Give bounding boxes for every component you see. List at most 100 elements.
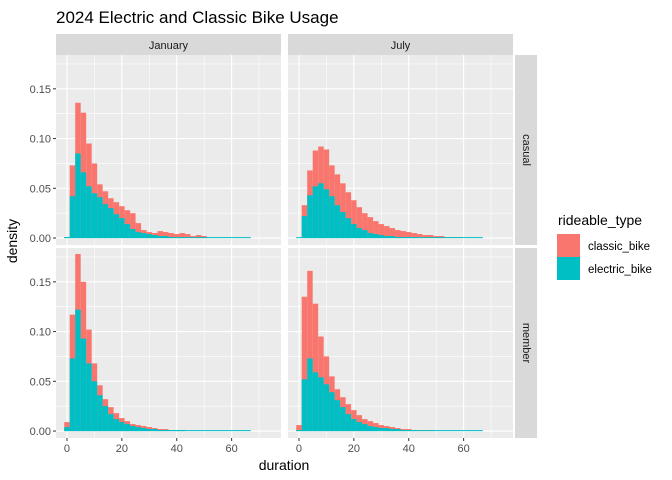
bar-electric-bike-january-casual bbox=[113, 214, 120, 239]
legend: rideable_type classic_bike electric_bike bbox=[557, 212, 652, 280]
strip-label-casual: casual bbox=[520, 134, 532, 166]
bar-electric-bike-january-casual bbox=[135, 232, 142, 239]
bar-classic-bike-july-casual bbox=[389, 228, 396, 239]
bar-classic-bike-january-casual bbox=[195, 235, 202, 239]
bar-classic-bike-january-casual bbox=[173, 234, 180, 239]
bar-electric-bike-january-member bbox=[113, 419, 120, 432]
bar-electric-bike-july-member bbox=[340, 407, 346, 432]
bar-electric-bike-january-casual bbox=[119, 218, 125, 239]
bar-electric-bike-july-casual bbox=[329, 196, 335, 239]
bar-electric-bike-january-member bbox=[108, 414, 114, 432]
bar-electric-bike-january-casual bbox=[102, 204, 109, 239]
bar-classic-bike-january-casual bbox=[168, 233, 174, 239]
bar-electric-bike-january-casual bbox=[146, 234, 153, 239]
bar-electric-bike-january-member bbox=[146, 429, 153, 432]
bar-electric-bike-january-casual bbox=[141, 233, 147, 239]
bar-electric-bike-january-member bbox=[80, 338, 87, 432]
bar-electric-bike-january-casual bbox=[97, 197, 103, 239]
x-axis-title: duration bbox=[259, 457, 310, 473]
y-tick-label: 0.05 bbox=[30, 183, 51, 195]
bar-classic-bike-july-member bbox=[312, 303, 319, 432]
x-tick-label: 0 bbox=[296, 443, 302, 455]
bar-electric-bike-july-member bbox=[307, 358, 313, 432]
y-axis-title: density bbox=[4, 219, 20, 263]
y-tick-label: 0.15 bbox=[30, 84, 51, 96]
bar-electric-bike-january-casual bbox=[80, 172, 87, 239]
bar-electric-bike-july-casual bbox=[334, 205, 341, 239]
x-tick-label: 40 bbox=[403, 443, 415, 455]
bar-electric-bike-july-casual bbox=[356, 228, 363, 239]
x-tick-label: 60 bbox=[225, 443, 237, 455]
x-tick-label: 40 bbox=[171, 443, 183, 455]
axes: 0.00 0.05 0.10 0.15 0.00 0.05 0.10 0.15 0 20 40 60 0… bbox=[30, 84, 470, 455]
chart-title: 2024 Electric and Classic Bike Usage bbox=[56, 8, 339, 27]
bar-classic-bike-july-member bbox=[296, 425, 302, 432]
bar-classic-bike-july-casual bbox=[362, 213, 368, 239]
bar-electric-bike-january-member bbox=[69, 358, 76, 432]
bar-electric-bike-july-casual bbox=[312, 186, 319, 239]
bar-classic-bike-july-casual bbox=[422, 235, 428, 239]
bar-electric-bike-january-casual bbox=[157, 236, 164, 239]
y-tick-label: 0.10 bbox=[30, 327, 51, 339]
bar-electric-bike-january-casual bbox=[75, 153, 81, 239]
bar-electric-bike-july-casual bbox=[318, 183, 324, 239]
bar-electric-bike-january-casual bbox=[163, 236, 169, 239]
bar-electric-bike-july-casual bbox=[384, 236, 390, 239]
bar-classic-bike-july-casual bbox=[400, 231, 406, 239]
y-tick-label: 0.05 bbox=[30, 376, 51, 388]
bar-classic-bike-january-casual bbox=[201, 236, 207, 239]
bar-classic-bike-july-member bbox=[301, 296, 308, 432]
bar-electric-bike-july-casual bbox=[307, 195, 313, 239]
bar-electric-bike-january-casual bbox=[152, 235, 158, 239]
bar-electric-bike-july-member bbox=[362, 424, 368, 432]
bar-classic-bike-july-casual bbox=[378, 224, 385, 239]
panel-july-casual bbox=[288, 55, 513, 245]
y-tick-label: 0.00 bbox=[30, 426, 51, 438]
bar-electric-bike-july-member bbox=[356, 422, 363, 432]
legend-title: rideable_type bbox=[558, 212, 642, 228]
bar-classic-bike-july-casual bbox=[416, 234, 423, 239]
bar-electric-bike-july-member bbox=[329, 392, 335, 432]
strip-column-january bbox=[56, 34, 281, 55]
bar-classic-bike-july-casual bbox=[373, 221, 379, 239]
bar-electric-bike-july-casual bbox=[362, 230, 368, 239]
bar-electric-bike-july-casual bbox=[367, 233, 374, 239]
panel-january-casual bbox=[56, 55, 281, 245]
y-tick-label: 0.10 bbox=[30, 134, 51, 146]
bar-classic-bike-january-casual bbox=[157, 231, 164, 239]
bar-electric-bike-january-member bbox=[91, 381, 98, 432]
bar-electric-bike-january-casual bbox=[91, 193, 98, 239]
x-tick-label: 0 bbox=[64, 443, 70, 455]
bar-electric-bike-july-casual bbox=[345, 218, 352, 239]
bar-electric-bike-january-member bbox=[97, 395, 103, 432]
bar-electric-bike-july-member bbox=[351, 419, 357, 432]
y-tick-label: 0.00 bbox=[30, 233, 51, 245]
bar-classic-bike-january-casual bbox=[135, 223, 142, 239]
y-tick-label: 0.15 bbox=[30, 277, 51, 289]
bar-electric-bike-july-member bbox=[373, 427, 379, 432]
strip-column-july bbox=[288, 34, 513, 55]
bar-classic-bike-january-casual bbox=[130, 213, 136, 239]
bar-electric-bike-january-casual bbox=[86, 186, 92, 239]
bar-electric-bike-january-casual bbox=[69, 196, 76, 239]
bar-classic-bike-july-casual bbox=[427, 235, 434, 239]
bar-electric-bike-july-member bbox=[334, 400, 341, 432]
bar-classic-bike-july-casual bbox=[438, 236, 445, 239]
bar-classic-bike-july-casual bbox=[411, 233, 417, 239]
bar-electric-bike-july-casual bbox=[351, 224, 357, 239]
bar-electric-bike-july-casual bbox=[378, 235, 385, 239]
bar-electric-bike-july-casual bbox=[389, 236, 396, 239]
bar-classic-bike-july-member bbox=[307, 270, 313, 432]
bar-classic-bike-july-casual bbox=[395, 230, 401, 239]
bar-electric-bike-january-member bbox=[141, 428, 147, 432]
bar-electric-bike-january-member bbox=[75, 309, 81, 432]
bar-electric-bike-january-casual bbox=[108, 208, 114, 239]
bar-electric-bike-july-member bbox=[367, 426, 374, 432]
bar-electric-bike-july-casual bbox=[340, 212, 346, 239]
bar-classic-bike-july-casual bbox=[356, 207, 363, 239]
strip-label-july: July bbox=[391, 40, 411, 52]
bar-electric-bike-july-casual bbox=[301, 216, 308, 239]
bar-electric-bike-january-member bbox=[119, 422, 125, 432]
bar-classic-bike-january-casual bbox=[163, 232, 169, 239]
